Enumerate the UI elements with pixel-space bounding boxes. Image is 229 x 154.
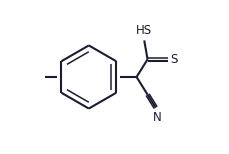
Text: N: N — [152, 111, 161, 124]
Text: HS: HS — [135, 24, 151, 37]
Text: S: S — [170, 53, 177, 66]
